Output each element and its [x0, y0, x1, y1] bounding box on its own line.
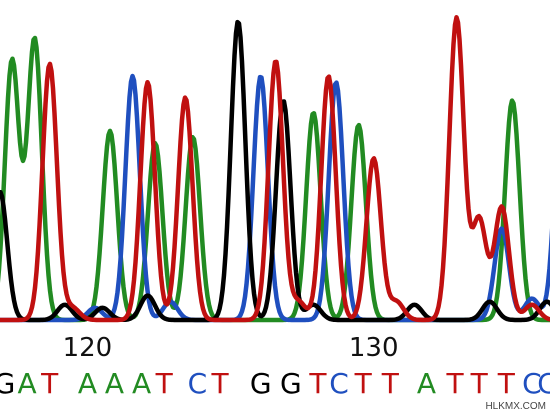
base-call-c: C	[188, 367, 208, 400]
watermark-text: HLKMX.COM	[485, 401, 546, 412]
base-call-a: A	[18, 367, 37, 400]
base-call-t: T	[155, 367, 174, 400]
trace-t	[0, 15, 550, 323]
base-call-t: T	[497, 367, 516, 400]
base-call-c: C	[329, 367, 349, 400]
position-label: 130	[349, 333, 399, 363]
trace-layer	[0, 15, 550, 323]
base-call-t: T	[210, 367, 229, 400]
base-call-a: A	[132, 367, 151, 400]
base-call-g: G	[250, 367, 272, 400]
base-call-a: A	[417, 367, 436, 400]
base-call-g: G	[0, 367, 15, 400]
position-tick-labels: 120 130	[63, 333, 399, 363]
base-call-t: T	[470, 367, 489, 400]
base-call-a: A	[105, 367, 124, 400]
base-call-c: C	[522, 367, 542, 400]
base-call-g: G	[280, 367, 302, 400]
base-call-a: A	[78, 367, 97, 400]
base-call-row: G A T A A A T C T G G T C T T A T T T CC	[0, 367, 550, 400]
base-call-t: T	[381, 367, 400, 400]
position-label: 120	[63, 333, 113, 363]
base-call-t: T	[354, 367, 373, 400]
base-call-t: T	[40, 367, 59, 400]
base-call-t: T	[446, 367, 465, 400]
base-call-t: T	[308, 367, 327, 400]
base-call-c: C	[537, 367, 550, 400]
